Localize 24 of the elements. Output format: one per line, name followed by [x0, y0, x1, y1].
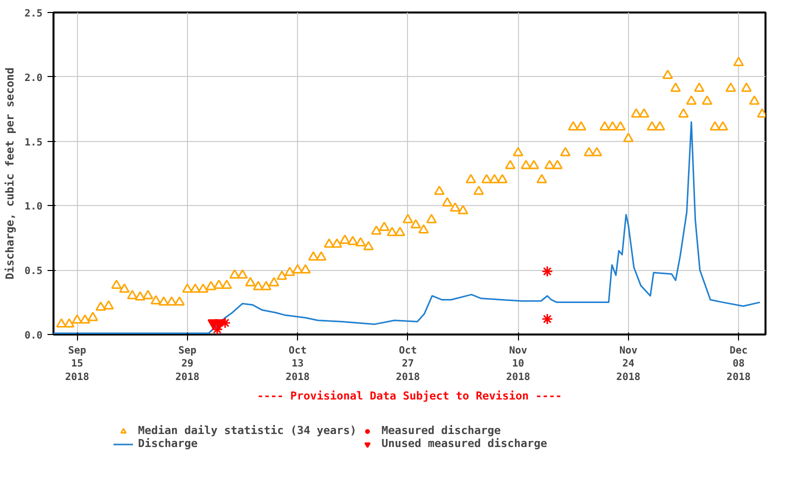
x-tick-label: Sep 15 2018	[65, 346, 90, 383]
point	[211, 324, 223, 334]
point	[214, 319, 226, 330]
x-tick-label: Oct 27 2018	[396, 346, 420, 383]
y-tick-label: 1.5	[24, 137, 42, 148]
legend-label: Median daily statistic (34 years)	[138, 424, 357, 437]
x-tick-label: Nov 24 2018	[616, 346, 640, 383]
text: ---- Provisional Data Subject to Revision ----	[257, 390, 562, 402]
y-tick-label: 0.5	[24, 266, 42, 278]
y-tick-label: 0.0	[24, 330, 42, 342]
y-axis-title: Discharge, cubic feet per second	[3, 68, 16, 280]
x-tick-label: Oct 13 2018	[286, 346, 310, 383]
x-tick-label: Nov 10 2018	[506, 346, 530, 383]
x-tick-label: Sep 29 2018	[175, 346, 200, 383]
y-tick-label: 1.0	[24, 202, 42, 213]
legend-label: Discharge	[138, 437, 198, 450]
line-series	[54, 121, 761, 334]
legend-label: Unused measured discharge	[382, 437, 548, 450]
legend-label: Measured discharge	[382, 424, 501, 437]
x-tick-label: Dec 08 2018	[726, 346, 751, 383]
y-tick-label: 2.5	[24, 8, 42, 20]
y-tick-label: 2.0	[24, 72, 42, 84]
point	[542, 313, 554, 325]
point	[542, 266, 554, 278]
